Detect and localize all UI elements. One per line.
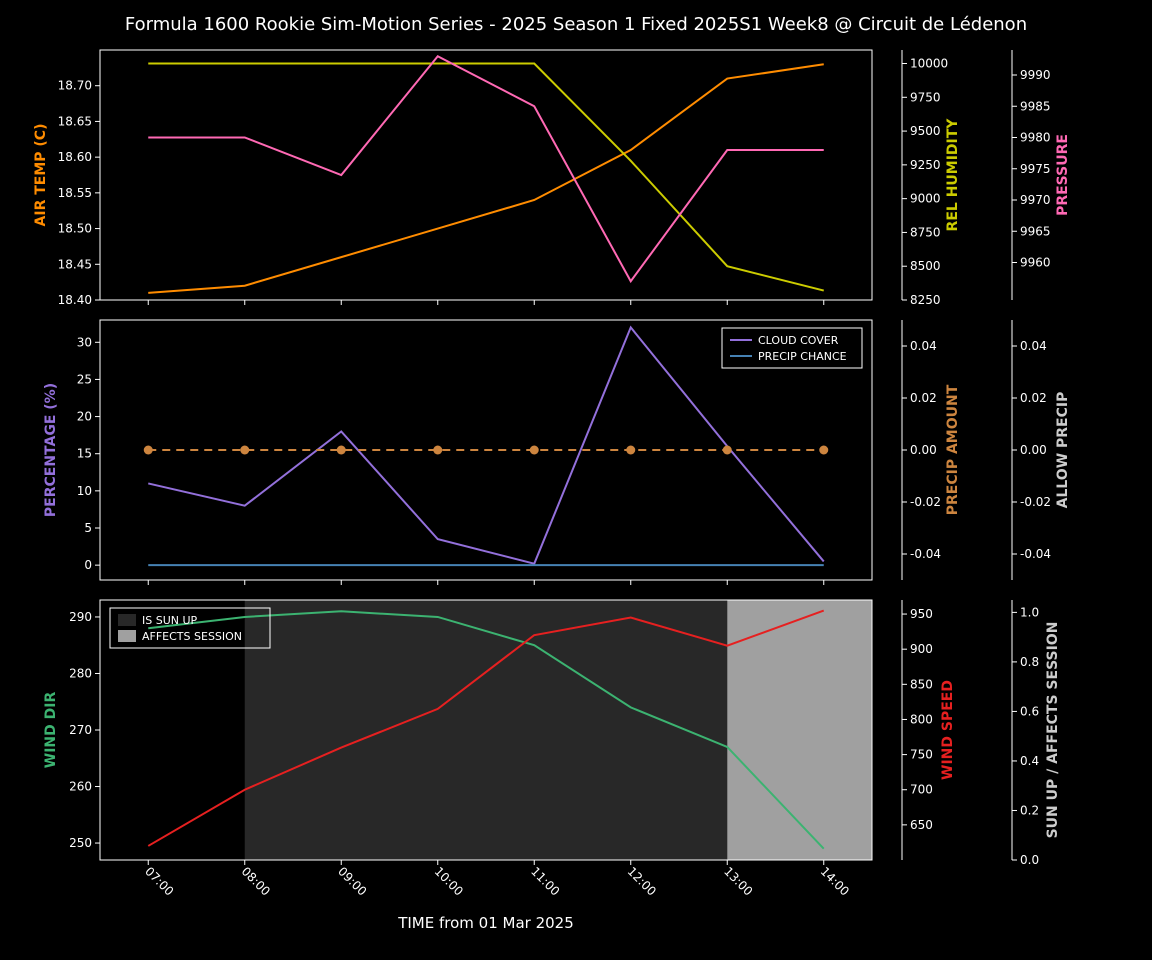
svg-text:9970: 9970 (1020, 193, 1051, 207)
svg-text:0.02: 0.02 (910, 391, 937, 405)
svg-text:9750: 9750 (910, 90, 941, 104)
time-tick-label: 10:00 (432, 864, 466, 898)
svg-text:-0.04: -0.04 (910, 547, 941, 561)
precip-amount-marker (337, 446, 346, 455)
rel-humidity-axis-label: REL HUMIDITY (945, 118, 961, 232)
x-axis-label: TIME from 01 Mar 2025 (397, 914, 574, 932)
wind-dir-axis-label: WIND DIR (43, 692, 59, 769)
svg-text:5: 5 (84, 521, 92, 535)
svg-text:750: 750 (910, 748, 933, 762)
svg-text:260: 260 (69, 780, 92, 794)
svg-text:0.0: 0.0 (1020, 853, 1039, 867)
svg-text:8750: 8750 (910, 225, 941, 239)
precip-amount-marker (433, 446, 442, 455)
svg-text:0: 0 (84, 558, 92, 572)
svg-text:18.65: 18.65 (58, 114, 92, 128)
svg-text:9985: 9985 (1020, 99, 1051, 113)
svg-text:9990: 9990 (1020, 68, 1051, 82)
svg-text:0.8: 0.8 (1020, 655, 1039, 669)
svg-text:0.6: 0.6 (1020, 704, 1039, 718)
svg-text:18.55: 18.55 (58, 186, 92, 200)
precip-amount-marker (626, 446, 635, 455)
svg-text:AFFECTS SESSION: AFFECTS SESSION (142, 630, 242, 643)
svg-text:18.40: 18.40 (58, 293, 92, 307)
precip-amount-marker (240, 446, 249, 455)
chart-title: Formula 1600 Rookie Sim-Motion Series - … (125, 14, 1027, 35)
shade-affects-session (727, 600, 872, 860)
svg-text:15: 15 (77, 447, 92, 461)
svg-text:9250: 9250 (910, 158, 941, 172)
svg-text:-0.02: -0.02 (910, 495, 941, 509)
percentage-axis-label: PERCENTAGE (%) (43, 383, 59, 517)
svg-text:9975: 9975 (1020, 162, 1051, 176)
time-tick-label: 11:00 (528, 864, 562, 898)
svg-text:9000: 9000 (910, 192, 941, 206)
svg-text:0.2: 0.2 (1020, 803, 1039, 817)
time-tick-label: 13:00 (721, 864, 755, 898)
svg-text:0.04: 0.04 (910, 339, 937, 353)
pressure-axis-label: PRESSURE (1055, 134, 1071, 216)
air-temp-axis-label: AIR TEMP (C) (33, 124, 49, 227)
svg-text:250: 250 (69, 836, 92, 850)
svg-text:10000: 10000 (910, 57, 948, 71)
svg-text:650: 650 (910, 818, 933, 832)
air-temp-line (148, 64, 824, 293)
svg-text:9960: 9960 (1020, 256, 1051, 270)
svg-text:900: 900 (910, 642, 933, 656)
precip-amount-marker (819, 446, 828, 455)
rel-humidity-line (148, 64, 824, 291)
svg-text:18.45: 18.45 (58, 257, 92, 271)
svg-text:-0.04: -0.04 (1020, 547, 1051, 561)
svg-text:-0.02: -0.02 (1020, 495, 1051, 509)
shade-is-sun-up (245, 600, 728, 860)
panel1-frame (100, 50, 872, 300)
svg-text:PRECIP CHANCE: PRECIP CHANCE (758, 350, 847, 363)
wind-speed-axis-label: WIND SPEED (940, 680, 956, 780)
svg-text:0.00: 0.00 (910, 443, 937, 457)
svg-text:CLOUD COVER: CLOUD COVER (758, 334, 839, 347)
precip-amount-axis-label: PRECIP AMOUNT (945, 384, 961, 515)
panel2-legend: CLOUD COVER PRECIP CHANCE (722, 328, 862, 368)
svg-text:9965: 9965 (1020, 224, 1051, 238)
svg-text:270: 270 (69, 723, 92, 737)
svg-text:30: 30 (77, 335, 92, 349)
svg-text:700: 700 (910, 783, 933, 797)
svg-text:290: 290 (69, 610, 92, 624)
svg-text:1.0: 1.0 (1020, 605, 1039, 619)
time-tick-label: 08:00 (239, 864, 273, 898)
time-tick-label: 09:00 (335, 864, 369, 898)
svg-text:18.50: 18.50 (58, 222, 92, 236)
precip-amount-marker (530, 446, 539, 455)
time-tick-label: 12:00 (625, 864, 659, 898)
chart-container: Formula 1600 Rookie Sim-Motion Series - … (0, 0, 1152, 960)
svg-text:0.04: 0.04 (1020, 339, 1047, 353)
svg-text:IS SUN UP: IS SUN UP (142, 614, 198, 627)
sun-session-axis-label: SUN UP / AFFECTS SESSION (1045, 622, 1061, 839)
svg-text:8500: 8500 (910, 259, 941, 273)
svg-text:0.4: 0.4 (1020, 754, 1039, 768)
svg-text:0.00: 0.00 (1020, 443, 1047, 457)
allow-precip-axis-label: ALLOW PRECIP (1055, 392, 1071, 509)
svg-text:9500: 9500 (910, 124, 941, 138)
svg-text:25: 25 (77, 372, 92, 386)
svg-text:9980: 9980 (1020, 131, 1051, 145)
time-tick-label: 14:00 (818, 864, 852, 898)
svg-text:18.60: 18.60 (58, 150, 92, 164)
precip-amount-marker (144, 446, 153, 455)
time-tick-label: 07:00 (142, 864, 176, 898)
svg-text:18.70: 18.70 (58, 79, 92, 93)
pressure-line (148, 56, 824, 281)
precip-amount-marker (723, 446, 732, 455)
chart-svg: Formula 1600 Rookie Sim-Motion Series - … (0, 0, 1152, 960)
svg-text:0.02: 0.02 (1020, 391, 1047, 405)
svg-text:950: 950 (910, 607, 933, 621)
svg-text:10: 10 (77, 484, 92, 498)
svg-text:20: 20 (77, 410, 92, 424)
svg-text:850: 850 (910, 677, 933, 691)
svg-text:8250: 8250 (910, 293, 941, 307)
svg-text:280: 280 (69, 666, 92, 680)
svg-text:800: 800 (910, 712, 933, 726)
